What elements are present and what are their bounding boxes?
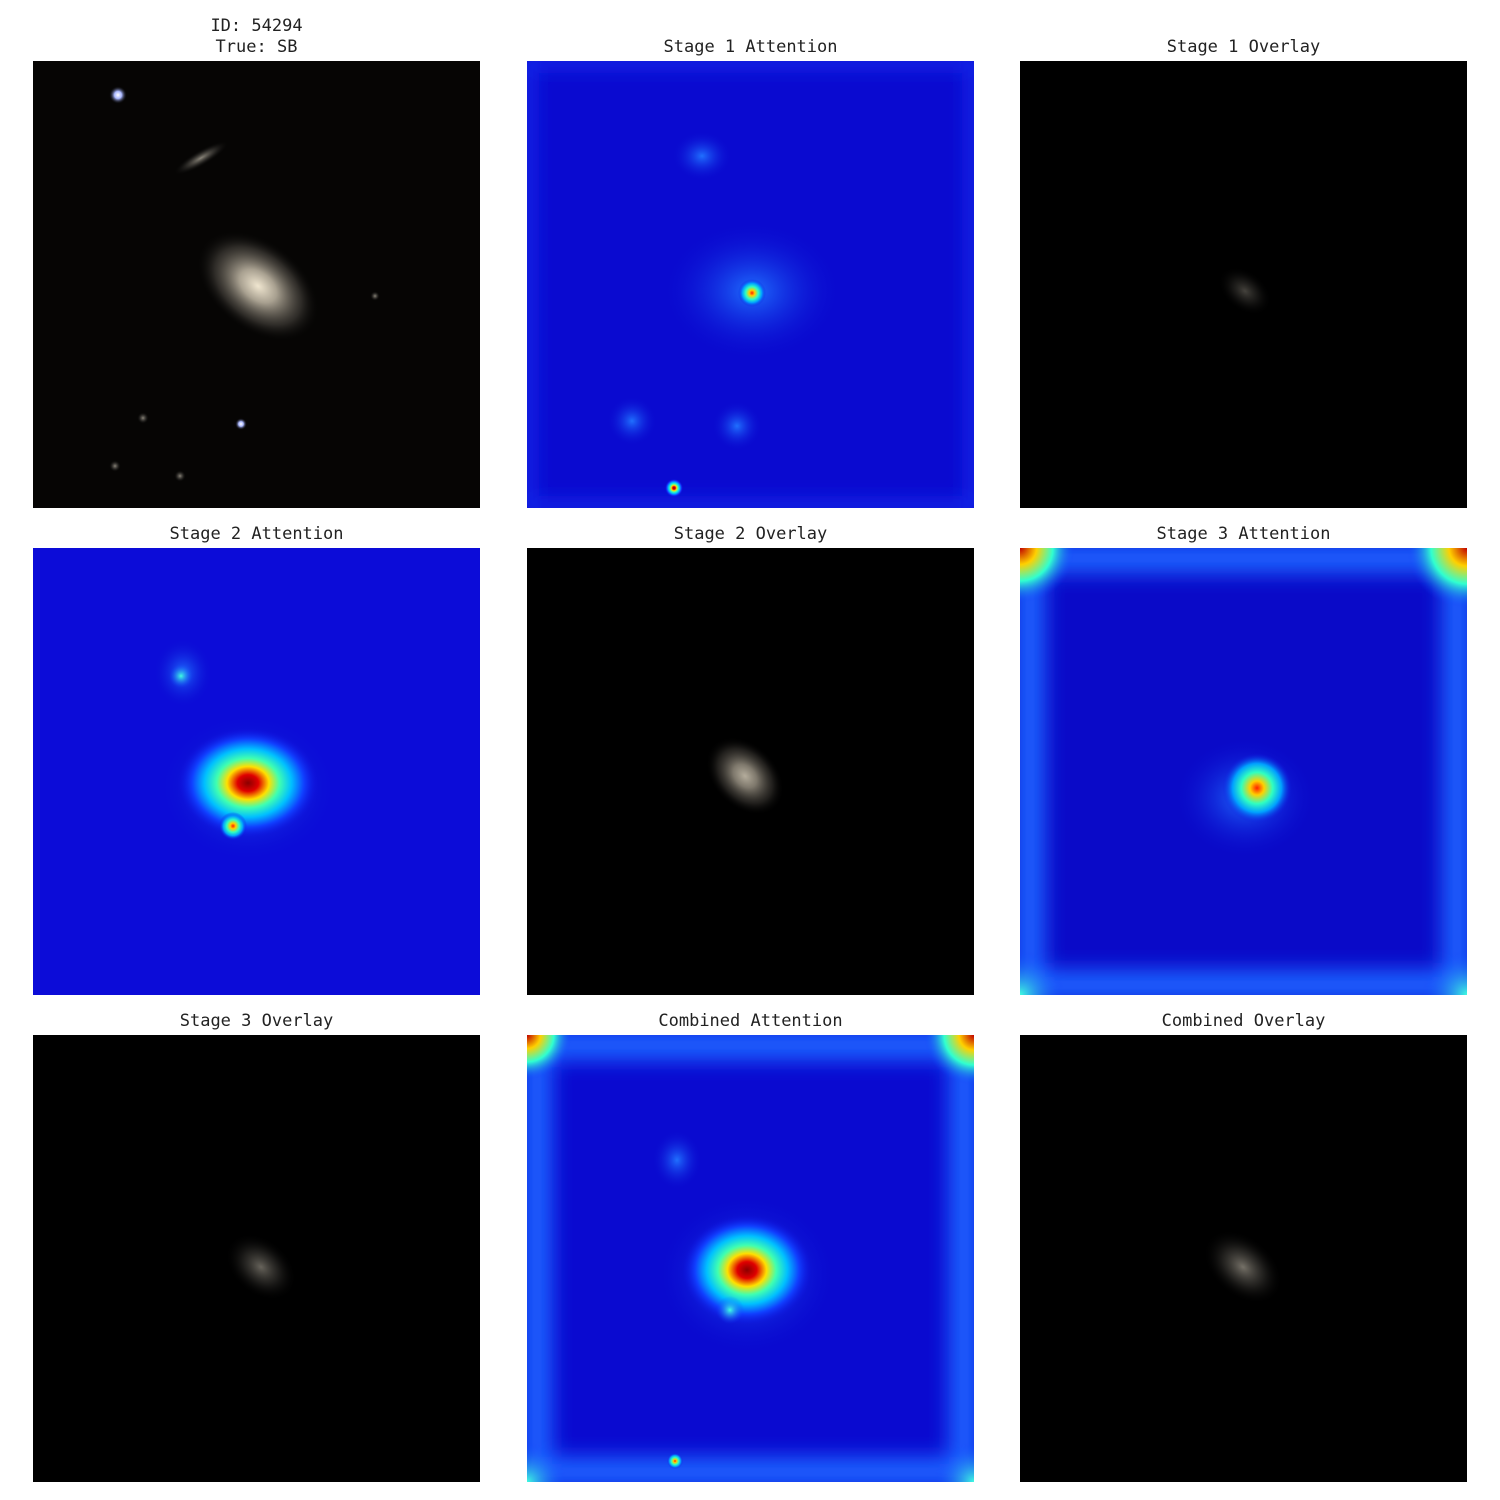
panel-title: Stage 3 Attention [1156,524,1331,544]
panel-title: Stage 2 Overlay [673,524,828,544]
panel-title: Stage 2 Attention [169,524,344,544]
panel-title: Stage 1 Overlay [1166,37,1321,57]
overlay-image [527,548,974,995]
panel-title: Combined Overlay [1161,1011,1326,1031]
panel-title: Stage 3 Overlay [179,1011,334,1031]
attention-map [527,1035,974,1482]
panel-title: Combined Attention [658,1011,843,1031]
attention-map [1020,548,1467,995]
attention-map [33,548,480,995]
title-line: ID: 54294 [210,16,303,36]
galaxy-image [33,61,480,508]
attention-map [527,61,974,508]
title-line: True: SB [215,37,298,57]
overlay-image [1020,61,1467,508]
overlay-image [33,1035,480,1482]
panel-title: ID: 54294 True: SB [33,16,480,58]
overlay-image [1020,1035,1467,1482]
panel-title: Stage 1 Attention [663,37,838,57]
